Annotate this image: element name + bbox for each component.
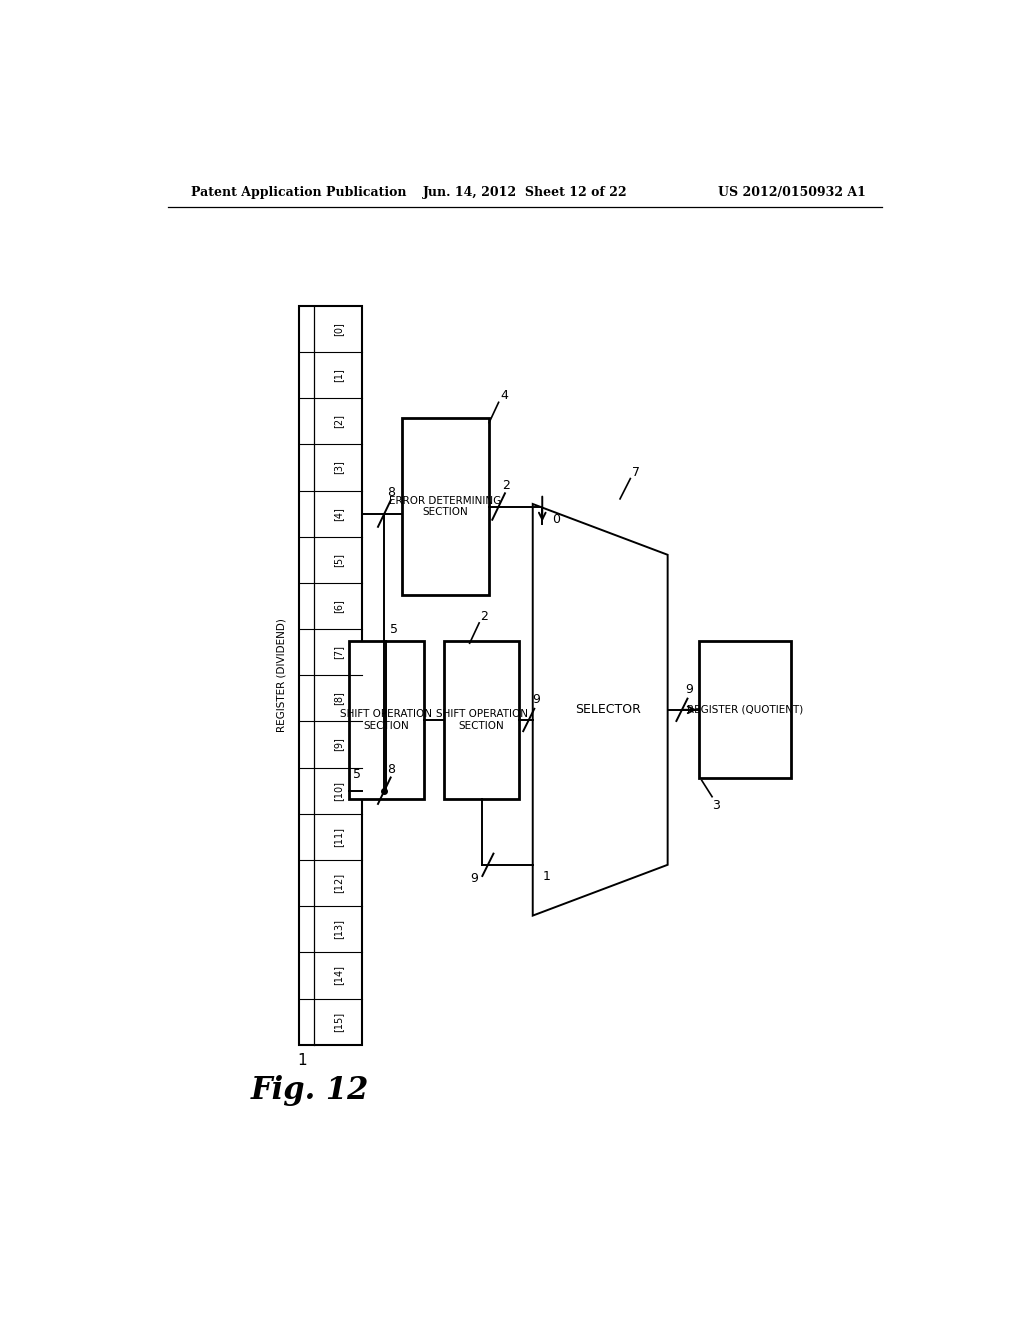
Text: 2: 2 <box>502 479 510 492</box>
Polygon shape <box>532 504 668 916</box>
Text: [5]: [5] <box>333 553 343 566</box>
Text: [14]: [14] <box>333 965 343 986</box>
Text: 1: 1 <box>543 870 550 883</box>
Bar <box>299 306 362 1044</box>
Text: [3]: [3] <box>333 461 343 474</box>
Text: Jun. 14, 2012  Sheet 12 of 22: Jun. 14, 2012 Sheet 12 of 22 <box>423 186 627 199</box>
Text: [7]: [7] <box>333 645 343 659</box>
Text: [10]: [10] <box>333 780 343 801</box>
Text: [13]: [13] <box>333 919 343 940</box>
Text: [2]: [2] <box>333 414 343 428</box>
Text: 0: 0 <box>552 512 560 525</box>
Text: US 2012/0150932 A1: US 2012/0150932 A1 <box>718 186 866 199</box>
Text: REGISTER (QUOTIENT): REGISTER (QUOTIENT) <box>687 705 803 715</box>
Text: SHIFT OPERATION
SECTION: SHIFT OPERATION SECTION <box>435 709 527 731</box>
Text: 5: 5 <box>390 623 398 636</box>
Text: 8: 8 <box>387 486 395 499</box>
Text: [6]: [6] <box>333 599 343 612</box>
Bar <box>443 642 519 799</box>
Text: 2: 2 <box>480 610 487 623</box>
Text: [0]: [0] <box>333 322 343 335</box>
Text: SHIFT OPERATION
SECTION: SHIFT OPERATION SECTION <box>340 709 432 731</box>
Text: ERROR DETERMINING
SECTION: ERROR DETERMINING SECTION <box>389 496 502 517</box>
Text: [9]: [9] <box>333 738 343 751</box>
Text: SELECTOR: SELECTOR <box>575 704 641 717</box>
Bar <box>401 417 489 595</box>
Text: 7: 7 <box>632 466 640 479</box>
Text: [12]: [12] <box>333 873 343 894</box>
Text: 5: 5 <box>352 767 360 780</box>
Text: Fig. 12: Fig. 12 <box>251 1074 370 1106</box>
Text: 9: 9 <box>531 693 540 706</box>
Text: [8]: [8] <box>333 692 343 705</box>
Bar <box>348 642 424 799</box>
Text: 3: 3 <box>712 799 720 812</box>
Text: 9: 9 <box>470 873 478 886</box>
Text: 1: 1 <box>297 1053 306 1068</box>
Text: [11]: [11] <box>333 826 343 847</box>
Text: Patent Application Publication: Patent Application Publication <box>191 186 407 199</box>
Text: 4: 4 <box>500 389 508 403</box>
Text: [1]: [1] <box>333 368 343 381</box>
Text: REGISTER (DIVIDEND): REGISTER (DIVIDEND) <box>276 618 286 733</box>
Text: [4]: [4] <box>333 507 343 520</box>
Text: 9: 9 <box>685 682 693 696</box>
Text: [15]: [15] <box>333 1011 343 1032</box>
Bar <box>699 642 791 779</box>
Text: 8: 8 <box>387 763 395 776</box>
